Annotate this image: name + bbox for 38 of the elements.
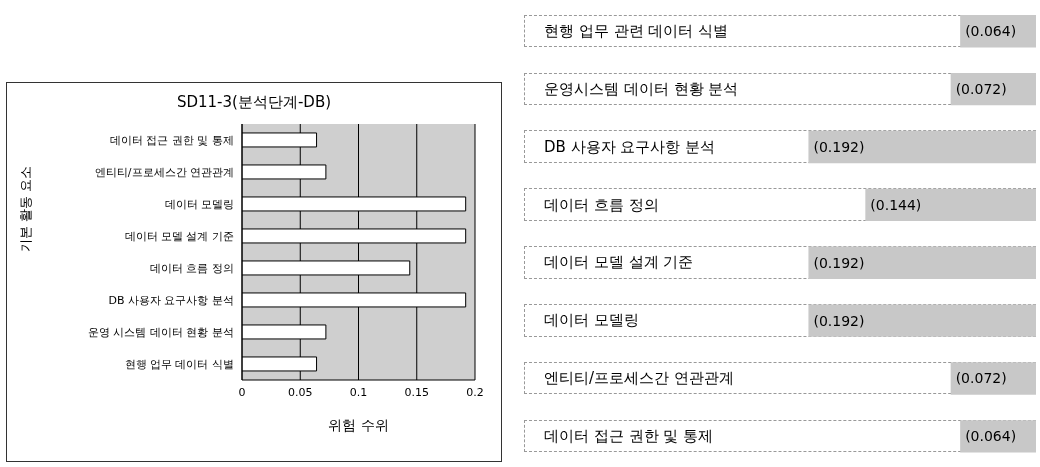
bar xyxy=(950,362,1036,395)
y-tick-label: 데이터 모델링 xyxy=(544,311,639,330)
data-label: (0.064) xyxy=(965,23,1017,40)
bar xyxy=(865,188,1036,222)
y-tick-label: 데이터 흐름 정의 xyxy=(150,261,234,275)
chart-title: SD11-3(분석단계-DB) xyxy=(175,93,333,112)
x-tick-label: 0 xyxy=(238,385,246,399)
data-label: (0.072) xyxy=(955,81,1007,98)
y-tick-label: 현행 업무 데이터 식별 xyxy=(124,357,234,371)
y-tick-label: 현행 업무 관련 데이터 식별 xyxy=(544,21,729,40)
y-tick-label: 데이터 흐름 정의 xyxy=(544,195,659,214)
x-axis-title: 위험 수위 xyxy=(328,417,389,433)
bar xyxy=(808,130,1036,164)
y-tick-label: 데이터 모델 설계 기준 xyxy=(124,229,234,243)
y-tick-label: 엔티티/프로세스간 연관관계 xyxy=(544,369,734,388)
y-tick-label: DB 사용자 요구사항 분석 xyxy=(108,293,234,307)
x-tick-label: 0.05 xyxy=(288,385,313,399)
y-tick-label: 엔티티/프로세스간 연관관계 xyxy=(94,165,234,179)
data-label: (0.192) xyxy=(813,312,865,329)
y-tick-label: 운영시스템 데이터 현황 분석 xyxy=(544,79,739,98)
y-tick-label: DB 사용자 요구사항 분석 xyxy=(544,137,716,156)
y-tick-label: 데이터 모델링 xyxy=(164,197,234,211)
data-label: (0.192) xyxy=(813,138,865,155)
bar xyxy=(808,304,1036,337)
data-label: (0.192) xyxy=(813,254,865,271)
bar xyxy=(808,246,1036,279)
x-tick-label: 0.2 xyxy=(466,385,484,399)
y-axis-title: 기본 활동 요소 xyxy=(17,165,33,252)
x-tick-label: 0.1 xyxy=(349,385,368,399)
bar xyxy=(960,420,1036,453)
y-tick-label: 데이터 모델 설계 기준 xyxy=(544,253,694,272)
y-tick-label: 데이터 접근 권한 및 통제 xyxy=(110,133,234,147)
data-label: (0.144) xyxy=(870,196,922,213)
y-tick-label: 데이터 접근 권한 및 통제 xyxy=(544,427,714,446)
x-tick-label: 0.15 xyxy=(404,385,429,399)
y-tick-label: 운영 시스템 데이터 현황 분석 xyxy=(88,325,234,339)
data-label: (0.072) xyxy=(955,370,1007,387)
data-label: (0.064) xyxy=(965,428,1017,445)
